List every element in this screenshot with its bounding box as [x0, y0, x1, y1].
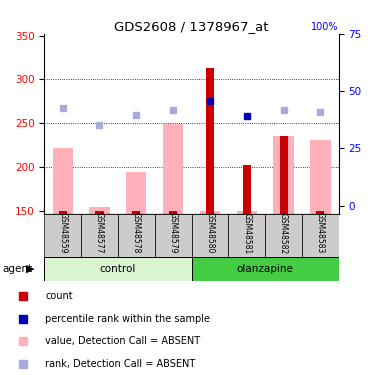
Bar: [243, 165, 251, 214]
Bar: [44, 214, 81, 257]
Bar: [81, 214, 118, 257]
Bar: [44, 257, 192, 281]
Title: GDS2608 / 1378967_at: GDS2608 / 1378967_at: [114, 20, 269, 33]
Bar: [206, 68, 214, 214]
Text: count: count: [45, 291, 73, 301]
Bar: [302, 214, 339, 257]
Bar: [59, 211, 67, 214]
Bar: [192, 214, 228, 257]
Text: agent: agent: [2, 264, 32, 274]
Text: value, Detection Call = ABSENT: value, Detection Call = ABSENT: [45, 336, 200, 346]
Bar: [118, 214, 155, 257]
Bar: [132, 211, 141, 214]
Bar: [280, 136, 288, 214]
Text: GSM48580: GSM48580: [206, 213, 214, 254]
Bar: [95, 211, 104, 214]
Bar: [200, 211, 220, 214]
Text: ▶: ▶: [26, 264, 35, 274]
Text: GSM48582: GSM48582: [279, 213, 288, 254]
Bar: [237, 211, 257, 214]
Bar: [155, 214, 192, 257]
Text: GSM48579: GSM48579: [169, 212, 177, 254]
Bar: [273, 136, 294, 214]
Text: percentile rank within the sample: percentile rank within the sample: [45, 314, 210, 324]
Bar: [228, 214, 265, 257]
Text: GSM48583: GSM48583: [316, 213, 325, 254]
Bar: [316, 211, 325, 214]
Bar: [265, 214, 302, 257]
Text: control: control: [100, 264, 136, 274]
Text: GSM48559: GSM48559: [58, 212, 67, 254]
Text: rank, Detection Call = ABSENT: rank, Detection Call = ABSENT: [45, 359, 195, 369]
Bar: [89, 207, 110, 214]
Text: GSM48578: GSM48578: [132, 213, 141, 254]
Bar: [163, 124, 183, 214]
Text: olanzapine: olanzapine: [237, 264, 294, 274]
Bar: [169, 211, 177, 214]
Bar: [192, 257, 339, 281]
Bar: [53, 148, 73, 214]
Text: GSM48577: GSM48577: [95, 212, 104, 254]
Text: 100%: 100%: [311, 22, 339, 32]
Bar: [310, 140, 330, 214]
Text: GSM48581: GSM48581: [242, 213, 251, 254]
Bar: [126, 172, 146, 214]
